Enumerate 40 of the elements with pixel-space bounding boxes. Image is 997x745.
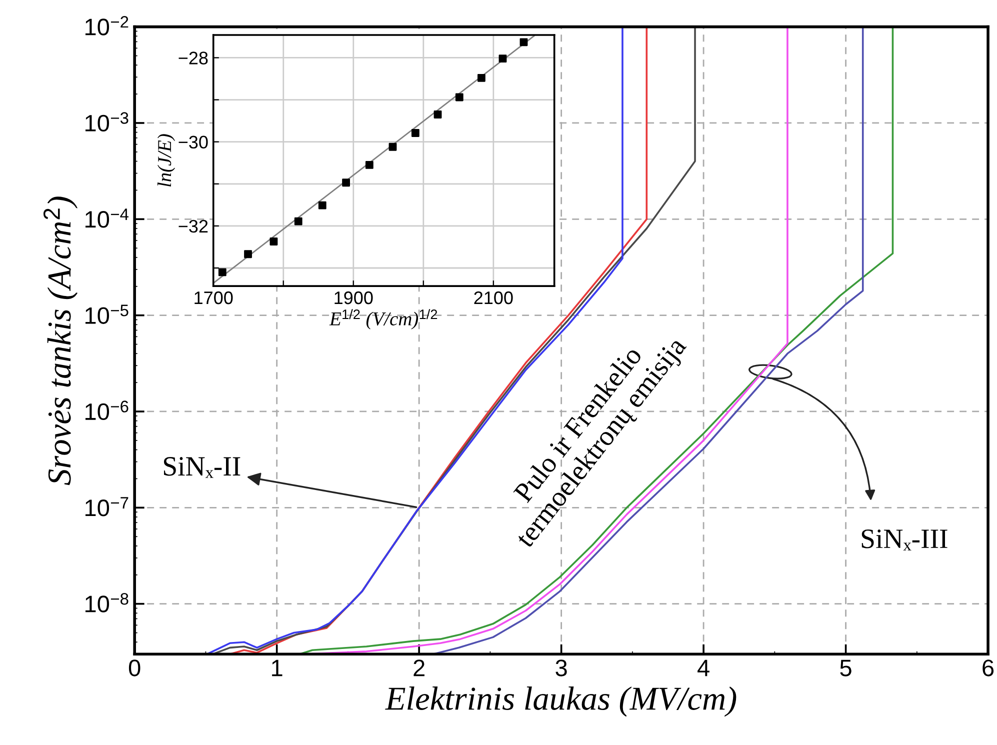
x-tick-label: 4	[698, 660, 710, 676]
point	[520, 38, 528, 46]
point	[342, 178, 350, 187]
point	[411, 129, 420, 137]
y-tick-label: −28	[178, 52, 208, 64]
x-tick-label: 2100	[474, 291, 513, 304]
annotation: SiNₓ-III	[862, 530, 948, 550]
point	[455, 93, 464, 102]
x-tick-label: 6	[982, 660, 994, 676]
y-tick-label: 10$^{−8}$	[85, 593, 128, 612]
point	[270, 238, 278, 246]
y-tick-label: 10$^{−6}$	[85, 400, 128, 420]
y-tick-label: 10$^{−4}$	[85, 208, 129, 228]
point	[318, 201, 326, 210]
annotation: SiNₓ-II	[164, 457, 240, 478]
x-tick-label: 2	[414, 660, 424, 676]
point	[434, 110, 442, 118]
x-tick-label: 5	[840, 660, 852, 676]
point	[294, 217, 302, 226]
x-tick-label: 0	[128, 660, 140, 676]
x-axis-title: E$^{1/2}$ (V/cm)$^{1/2}$	[329, 309, 438, 330]
x-tick-label: 1900	[334, 291, 373, 304]
x-tick-label: 1700	[194, 291, 233, 304]
y-tick-label: 10$^{−3}$	[85, 112, 128, 132]
point	[388, 142, 397, 151]
y-axis-title: ln(J/E)	[157, 134, 176, 187]
y-tick-label: −30	[178, 136, 208, 149]
x-tick-label: 3	[556, 660, 567, 676]
y-axis-title: Srovės tankis (A/cm$^{2}$)	[43, 196, 78, 486]
x-tick-label: 1	[272, 660, 282, 676]
y-tick-label: −32	[178, 220, 208, 233]
point	[498, 54, 507, 63]
point	[218, 268, 226, 276]
point	[477, 74, 486, 82]
y-tick-label: 10$^{−5}$	[85, 304, 128, 324]
point	[244, 250, 252, 258]
y-tick-label: 10$^{−7}$	[85, 497, 128, 516]
y-tick-label: 10$^{−2}$	[85, 16, 128, 36]
point	[365, 161, 374, 169]
x-axis-title: Elektrinis laukas (MV/cm)	[385, 686, 736, 717]
